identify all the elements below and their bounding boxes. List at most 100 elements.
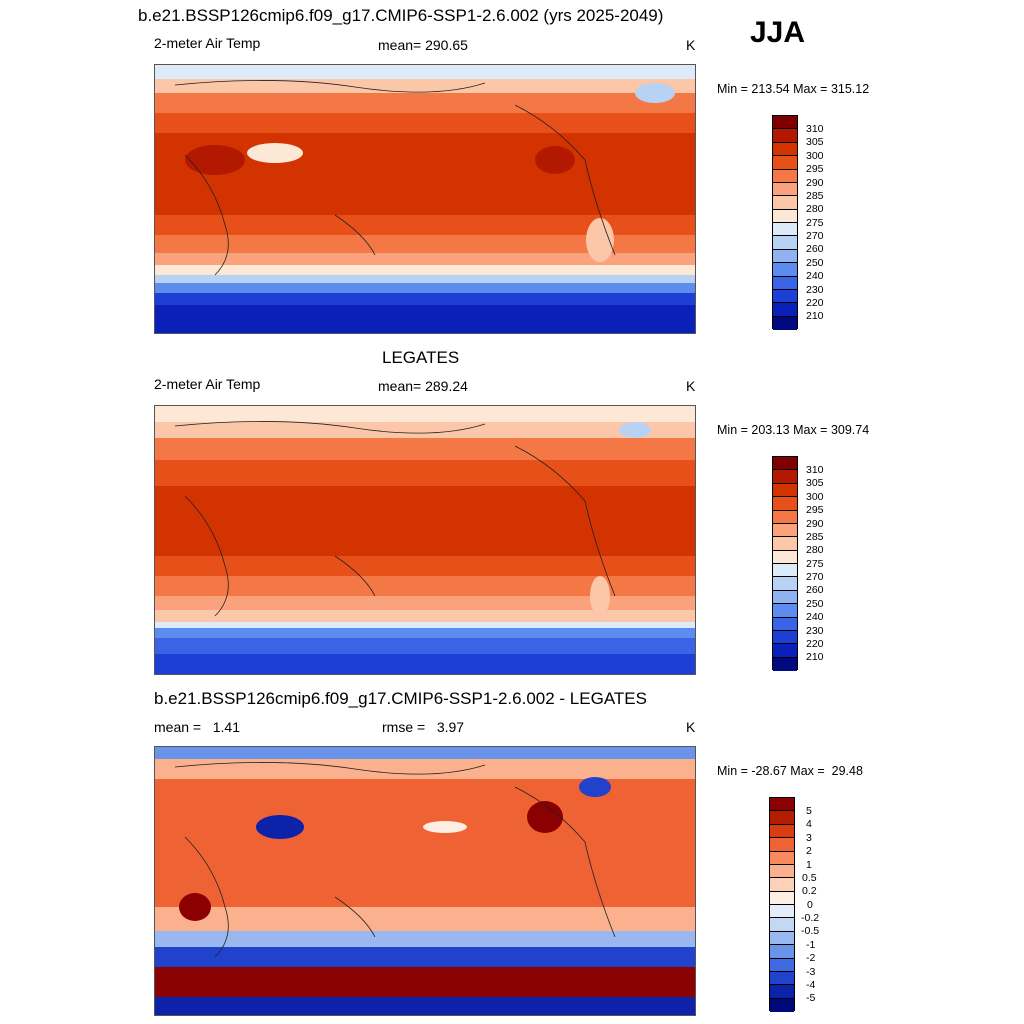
color-swatch bbox=[773, 590, 797, 605]
color-swatch bbox=[770, 891, 794, 905]
panel2-title: LEGATES bbox=[382, 348, 460, 367]
colorbar-label: 0 bbox=[807, 899, 813, 911]
color-swatch bbox=[773, 510, 797, 524]
colorbar-label: 230 bbox=[806, 284, 824, 296]
colorbar-label: 210 bbox=[806, 310, 824, 322]
panel2-colorbar bbox=[772, 456, 798, 671]
colorbar-label: 275 bbox=[806, 217, 824, 229]
color-swatch bbox=[773, 196, 797, 210]
colorbar-label: 3 bbox=[806, 832, 812, 844]
panel3-mean: mean = 1.41 bbox=[154, 719, 241, 735]
colorbar-label: 280 bbox=[806, 203, 824, 215]
color-swatch bbox=[770, 998, 794, 1012]
colorbar-label: -4 bbox=[806, 979, 816, 991]
colorbar-label: 285 bbox=[806, 190, 824, 202]
diff-colorbar bbox=[769, 797, 795, 1012]
color-swatch bbox=[773, 116, 797, 130]
colorbar-label: -5 bbox=[806, 992, 816, 1004]
color-swatch bbox=[773, 497, 797, 511]
color-swatch bbox=[770, 945, 794, 959]
colorbar-label: 290 bbox=[806, 177, 824, 189]
color-swatch bbox=[773, 156, 797, 170]
colorbar-label: 295 bbox=[806, 163, 824, 175]
colorbar-label: 300 bbox=[806, 491, 824, 503]
color-swatch bbox=[770, 931, 794, 946]
color-swatch bbox=[773, 577, 797, 591]
colorbar-label: 210 bbox=[806, 651, 824, 663]
colorbar-label: 295 bbox=[806, 504, 824, 516]
color-swatch bbox=[773, 550, 797, 564]
color-swatch bbox=[773, 537, 797, 551]
colorbar-label: 4 bbox=[806, 818, 812, 830]
color-swatch bbox=[770, 798, 794, 812]
colorbar-label: -0.2 bbox=[801, 912, 820, 924]
color-swatch bbox=[773, 182, 797, 197]
colorbar-label: 240 bbox=[806, 270, 824, 282]
colorbar-label: 270 bbox=[806, 571, 824, 583]
colorbar-label: -1 bbox=[806, 939, 816, 951]
colorbar-label: 220 bbox=[806, 638, 824, 650]
colorbar-label: 305 bbox=[806, 136, 824, 148]
color-swatch bbox=[770, 918, 794, 932]
panel2-unit: K bbox=[686, 378, 696, 394]
colorbar-label: 310 bbox=[806, 123, 824, 135]
colorbar-label: 220 bbox=[806, 297, 824, 309]
color-swatch bbox=[773, 169, 797, 183]
colorbar-label: 275 bbox=[806, 558, 824, 570]
color-swatch bbox=[770, 864, 794, 879]
color-swatch bbox=[773, 303, 797, 317]
color-swatch bbox=[773, 276, 797, 290]
colorbar-label: 5 bbox=[806, 805, 812, 817]
color-swatch bbox=[770, 811, 794, 825]
colorbar-label: 1 bbox=[806, 859, 812, 871]
panel1-colorbar bbox=[772, 115, 798, 330]
color-swatch bbox=[770, 851, 794, 865]
panel1-map bbox=[154, 64, 696, 334]
colorbar-label: 310 bbox=[806, 464, 824, 476]
colorbar-label: 300 bbox=[806, 150, 824, 162]
color-swatch bbox=[770, 905, 794, 919]
colorbar-label: 305 bbox=[806, 477, 824, 489]
panel3-rmse: rmse = 3.97 bbox=[382, 719, 465, 735]
panel3-title: b.e21.BSSP126cmip6.f09_g17.CMIP6-SSP1-2.… bbox=[154, 689, 647, 708]
color-swatch bbox=[773, 263, 797, 277]
colorbar-label: 260 bbox=[806, 584, 824, 596]
colorbar-label: 270 bbox=[806, 230, 824, 242]
color-swatch bbox=[773, 470, 797, 484]
color-swatch bbox=[773, 483, 797, 498]
panel3-minmax: Min = -28.67 Max = 29.48 bbox=[717, 764, 863, 778]
panel1-mean: mean= 290.65 bbox=[378, 37, 468, 53]
colorbar-label: 250 bbox=[806, 598, 824, 610]
color-swatch bbox=[770, 824, 794, 839]
colorbar-label: -0.5 bbox=[801, 925, 820, 937]
color-swatch bbox=[773, 142, 797, 157]
color-swatch bbox=[773, 289, 797, 304]
color-swatch bbox=[773, 236, 797, 250]
color-swatch bbox=[770, 958, 794, 972]
color-swatch bbox=[773, 249, 797, 264]
color-swatch bbox=[773, 657, 797, 671]
panel2-minmax: Min = 203.13 Max = 309.74 bbox=[717, 423, 870, 437]
colorbar-label: 290 bbox=[806, 518, 824, 530]
color-swatch bbox=[773, 209, 797, 223]
colorbar-label: 280 bbox=[806, 544, 824, 556]
colorbar-label: -3 bbox=[806, 966, 816, 978]
color-swatch bbox=[773, 644, 797, 658]
colorbar-label: 0.2 bbox=[802, 885, 817, 897]
panel2-mean: mean= 289.24 bbox=[378, 378, 468, 394]
color-swatch bbox=[773, 617, 797, 631]
colorbar-label: 250 bbox=[806, 257, 824, 269]
colorbar-label: 0.5 bbox=[802, 872, 817, 884]
panel2-map bbox=[154, 405, 696, 675]
colorbar-label: 240 bbox=[806, 611, 824, 623]
colorbar-label: 260 bbox=[806, 243, 824, 255]
color-swatch bbox=[770, 985, 794, 999]
color-swatch bbox=[770, 838, 794, 852]
panel3-unit: K bbox=[686, 719, 696, 735]
color-swatch bbox=[773, 564, 797, 578]
color-swatch bbox=[773, 316, 797, 330]
color-swatch bbox=[773, 630, 797, 645]
color-swatch bbox=[770, 878, 794, 892]
color-swatch bbox=[770, 971, 794, 986]
colorbar-label: 230 bbox=[806, 625, 824, 637]
